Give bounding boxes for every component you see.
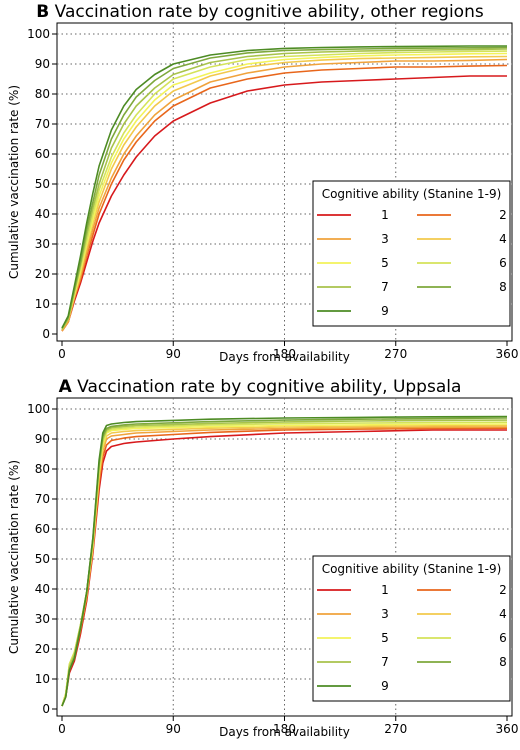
x-tick-label: 90: [166, 347, 181, 361]
chart-title-text: Vaccination rate by cognitive ability, o…: [49, 2, 484, 22]
x-tick-label: 0: [58, 347, 66, 361]
legend-label-8: 8: [499, 655, 507, 669]
legend-label-8: 8: [499, 280, 507, 294]
legend-box: [312, 180, 511, 327]
y-tick-label: 0: [42, 702, 50, 716]
series-line-6: [61, 50, 508, 330]
y-tick-label: 30: [35, 237, 50, 251]
y-tick-label: 10: [35, 297, 50, 311]
legend-label-1: 1: [381, 208, 389, 222]
x-tick-label: 270: [384, 722, 407, 736]
x-tick-label: 360: [496, 722, 519, 736]
y-tick-label: 70: [35, 117, 50, 131]
y-tick-label: 90: [35, 57, 50, 71]
legend-label-3: 3: [381, 232, 389, 246]
legend-title: Cognitive ability (Stanine 1-9): [322, 187, 502, 201]
x-tick-label: 180: [273, 347, 296, 361]
legend-label-7: 7: [381, 655, 389, 669]
y-axis-label: Cumulative vaccination rate (%): [7, 85, 21, 279]
legend-box: [312, 555, 511, 702]
chart-a-svg: A Vaccination rate by cognitive ability,…: [7, 377, 519, 739]
legend-label-6: 6: [499, 256, 507, 270]
legend-title: Cognitive ability (Stanine 1-9): [322, 562, 502, 576]
y-tick-label: 20: [35, 267, 50, 281]
legend-label-5: 5: [381, 631, 389, 645]
chart-panel-a: A Vaccination rate by cognitive ability,…: [0, 375, 520, 750]
legend-label-2: 2: [499, 583, 507, 597]
y-tick-label: 50: [35, 177, 50, 191]
legend-label-9: 9: [381, 304, 389, 318]
y-tick-label: 50: [35, 552, 50, 566]
chart-title-letter: B: [36, 2, 49, 22]
y-tick-label: 30: [35, 612, 50, 626]
y-tick-label: 100: [27, 27, 50, 41]
x-axis-label: Days from availability: [219, 350, 350, 364]
chart-panel-b: B Vaccination rate by cognitive ability,…: [7, 2, 519, 364]
x-tick-label: 180: [273, 722, 296, 736]
x-tick-label: 0: [58, 722, 66, 736]
chart-title-text: Vaccination rate by cognitive ability, U…: [72, 377, 462, 397]
y-tick-label: 40: [35, 582, 50, 596]
chart-title: B Vaccination rate by cognitive ability,…: [36, 2, 484, 22]
series-line-1: [61, 429, 507, 707]
x-axis-label: Days from availability: [219, 725, 350, 739]
series-line-9: [61, 415, 508, 707]
y-tick-label: 80: [35, 87, 50, 101]
y-tick-label: 40: [35, 207, 50, 221]
legend-label-2: 2: [499, 208, 507, 222]
series-line-9: [61, 45, 507, 329]
legend-label-5: 5: [381, 256, 389, 270]
y-tick-label: 100: [27, 402, 50, 416]
legend-label-4: 4: [499, 607, 507, 621]
y-tick-label: 70: [35, 492, 50, 506]
legend-label-7: 7: [381, 280, 389, 294]
series-line-8: [61, 46, 508, 329]
legend-label-1: 1: [381, 583, 389, 597]
x-tick-label: 360: [496, 347, 519, 361]
chart-title-letter: A: [59, 377, 73, 397]
y-tick-label: 0: [42, 327, 50, 341]
legend-label-4: 4: [499, 232, 507, 246]
x-tick-label: 90: [166, 722, 181, 736]
series-line-1: [61, 75, 507, 332]
y-tick-label: 10: [35, 672, 50, 686]
legend-label-9: 9: [381, 679, 389, 693]
y-tick-label: 90: [35, 432, 50, 446]
legend-label-6: 6: [499, 631, 507, 645]
series-line-3: [61, 58, 508, 332]
y-axis-label: Cumulative vaccination rate (%): [7, 460, 21, 654]
chart-title: A Vaccination rate by cognitive ability,…: [59, 377, 462, 397]
legend-label-3: 3: [381, 607, 389, 621]
y-tick-label: 60: [35, 522, 50, 536]
y-tick-label: 20: [35, 642, 50, 656]
x-tick-label: 270: [384, 347, 407, 361]
y-tick-label: 80: [35, 462, 50, 476]
chart-b-svg: B Vaccination rate by cognitive ability,…: [7, 2, 519, 364]
y-tick-label: 60: [35, 147, 50, 161]
